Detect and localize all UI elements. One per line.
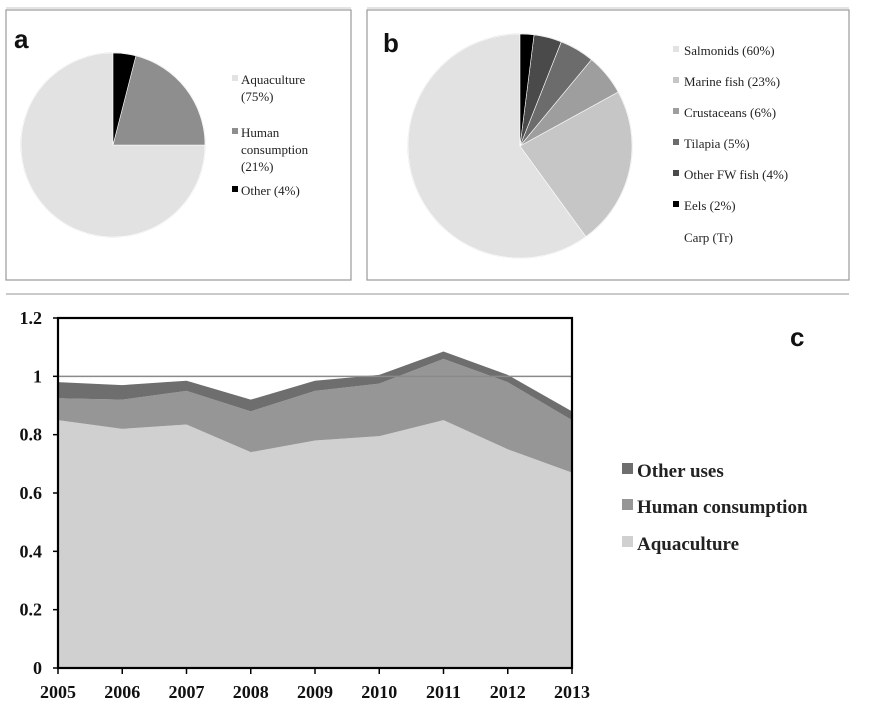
x-tick-label: 2012 (490, 682, 526, 702)
legend-a-swatch-aquaculture (232, 75, 238, 81)
legend-c-swatch-aquaculture (622, 536, 633, 547)
y-tick-label: 1 (33, 366, 42, 386)
legend-c: Other uses Human consumption Aquaculture (622, 461, 808, 555)
legend-a-label-other: Other (4%) (241, 183, 300, 198)
legend-a-label-human-1: Human (241, 125, 280, 140)
legend-b-label-eels: Eels (2%) (684, 198, 736, 213)
legend-b-label-carp: Carp (Tr) (684, 230, 733, 245)
y-tick-label: 0.6 (20, 483, 43, 503)
x-tick-label: 2006 (104, 682, 140, 702)
panel-label-c: c (790, 322, 804, 352)
legend-b-swatch-tilapia (673, 139, 679, 145)
legend-b-label-salmonids: Salmonids (60%) (684, 43, 775, 58)
legend-a-swatch-human (232, 128, 238, 134)
legend-a-label-aquaculture-2: (75%) (241, 89, 274, 104)
legend-a-label-human-3: (21%) (241, 159, 274, 174)
legend-b-label-tilapia: Tilapia (5%) (684, 136, 750, 151)
legend-c-label-other-uses: Other uses (637, 461, 724, 482)
x-tick-label: 2010 (361, 682, 397, 702)
legend-a-swatch-other (232, 186, 238, 192)
x-tick-label: 2008 (233, 682, 269, 702)
legend-b-swatch-salmonids (673, 46, 679, 52)
panel-label-b: b (383, 28, 399, 58)
x-tick-label: 2005 (40, 682, 76, 702)
y-axis-ticks: 0 0.2 0.4 0.6 0.8 1 1.2 (20, 308, 58, 678)
y-tick-label: 1.2 (20, 308, 43, 328)
x-axis-ticks: 2005 2006 2007 2008 2009 2010 2011 2012 2013 (40, 668, 590, 702)
legend-c-label-human-consumption: Human consumption (637, 497, 808, 518)
legend-b-label-crustaceans: Crustaceans (6%) (684, 105, 776, 120)
area-aquaculture (58, 420, 572, 668)
area-human-consumption (58, 358, 572, 473)
pie-a-slice-aquaculture (20, 52, 206, 238)
legend-b-swatch-crustaceans (673, 108, 679, 114)
area-chart-c: 00.20.40.60.811.2 2005 2006 2007 2008 2009 20… (20, 308, 591, 702)
y-tick-label: 0.2 (20, 600, 43, 620)
legend-b-label-other-fw: Other FW fish (4%) (684, 167, 788, 182)
x-tick-label: 2009 (297, 682, 333, 702)
panel-a-frame (5, 9, 352, 281)
x-tick-label: 2007 (169, 682, 205, 702)
pie-a-slice-other (112, 52, 137, 146)
panel-label-a: a (14, 24, 29, 54)
legend-a-label-aquaculture-1: Aquaculture (241, 72, 305, 87)
legend-a: Aquaculture (75%) Human consumption (21%… (232, 72, 309, 198)
legend-a-label-human-2: consumption (241, 142, 309, 157)
pie-chart-a (20, 52, 206, 238)
legend-c-swatch-human-consumption (622, 499, 633, 510)
legend-b-label-marine-fish: Marine fish (23%) (684, 74, 780, 89)
pie-b-slice-salmonids (407, 33, 587, 259)
area-layers (58, 351, 572, 668)
legend-b-swatch-eels (673, 201, 679, 207)
x-tick-label: 2011 (426, 682, 461, 702)
legend-b-swatch-other-fw (673, 170, 679, 176)
pie-a-slice-human-consumption (112, 55, 206, 146)
y-tick-label: 0.8 (20, 425, 43, 445)
y-tick-label: 0.4 (20, 541, 43, 561)
legend-c-swatch-other-uses (622, 463, 633, 474)
pie-b-slice-eels (519, 33, 535, 147)
pie-chart-b (407, 33, 633, 259)
legend-c-label-aquaculture: Aquaculture (637, 534, 739, 555)
pie-b-slice-marine-fish (519, 91, 633, 238)
y-tick-label: 0 (33, 658, 42, 678)
panel-b-frame (366, 9, 850, 281)
legend-b: Salmonids (60%) Marine fish (23%) Crusta… (673, 43, 788, 245)
area-other-uses (58, 351, 572, 421)
x-tick-label: 2013 (554, 682, 590, 702)
legend-b-swatch-marine-fish (673, 77, 679, 83)
